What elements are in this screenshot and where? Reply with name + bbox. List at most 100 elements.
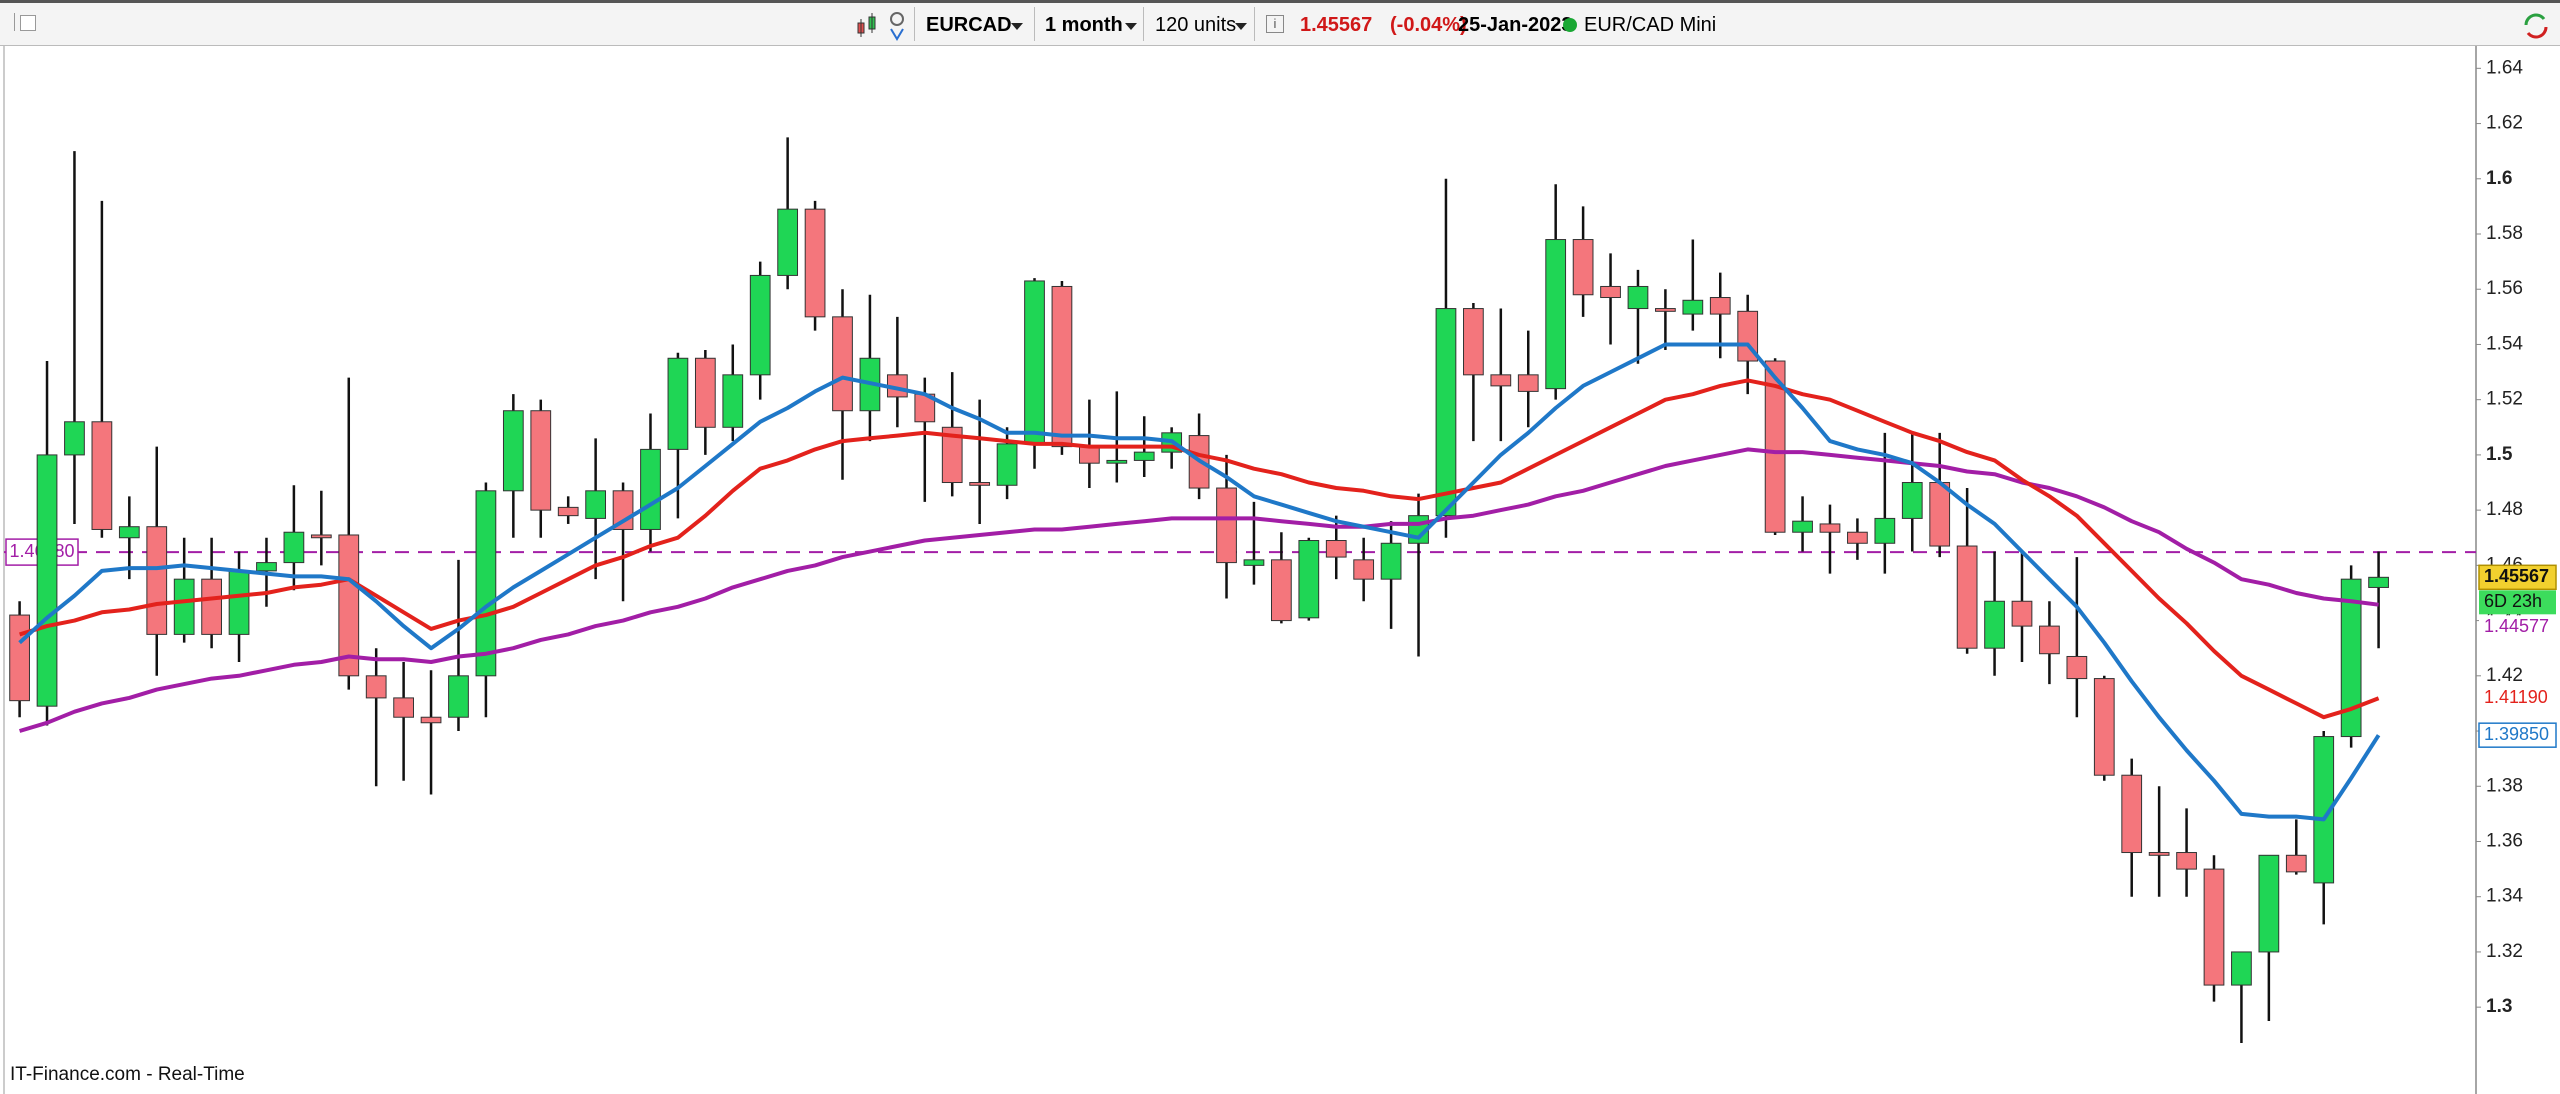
moving-average-line (19, 378, 2380, 720)
y-tick-label: 1.64 (2486, 57, 2523, 78)
candle-body (448, 675, 469, 718)
candle-body (420, 716, 442, 724)
y-tick-label: 1.62 (2486, 113, 2523, 134)
y-tick-label: 1.3 (2486, 996, 2512, 1017)
candle-body (1572, 239, 1594, 296)
chart-type-icons[interactable] (855, 9, 911, 43)
candle-body (64, 421, 85, 456)
symbol[interactable]: EURCAD (926, 14, 1012, 36)
candle-body (201, 578, 222, 635)
candle-body (1901, 482, 1923, 519)
period[interactable]: 1 month (1045, 14, 1123, 36)
date: 25-Jan-2023 (1458, 14, 1573, 36)
candle-body (1956, 545, 1978, 649)
dropdown-arrow[interactable] (1125, 23, 1137, 30)
countdown-box (2479, 590, 2556, 615)
candle-body (1764, 360, 1786, 533)
checkbox[interactable] (20, 15, 36, 31)
candle-body (1929, 482, 1951, 547)
candle-body (640, 448, 661, 530)
y-tick-label: 1.36 (2486, 831, 2523, 852)
candle-body (146, 526, 168, 635)
price-tag-box (2478, 564, 2557, 591)
price-tag-label: 1.39850 (2484, 724, 2549, 744)
dropdown-arrow[interactable] (1235, 23, 1247, 30)
candle-body (2231, 951, 2252, 986)
candle-body (996, 443, 1018, 486)
candle-body (91, 421, 113, 530)
candle-body (1024, 280, 1045, 445)
units[interactable]: 120 units (1155, 14, 1237, 36)
candle-body (749, 274, 771, 376)
footer: IT-Finance.com - Real-Time (10, 1064, 245, 1085)
price-tag-box (2479, 615, 2556, 640)
candle-body (1298, 540, 1320, 619)
instrument: EUR/CAD Mini (1584, 14, 1717, 36)
last-price: 1.45567 (1300, 14, 1373, 36)
candle-body (2313, 736, 2335, 884)
candle-body (1271, 559, 1292, 622)
candle-body (2285, 854, 2307, 873)
candle-body (475, 490, 497, 677)
candle-body (393, 697, 414, 718)
y-tick-label: 1.58 (2486, 223, 2523, 244)
candle-body (1792, 520, 1813, 533)
dropdown-arrow[interactable] (1011, 23, 1023, 30)
candle-body (2368, 576, 2389, 588)
candle-body (1380, 542, 1402, 580)
candle-body (118, 526, 140, 539)
price-tag-label: 1.44577 (2484, 616, 2549, 636)
toolbar: EURCAD 1 month 120 units i 1.45567 (-0.0… (0, 0, 2560, 46)
candle-body (2203, 868, 2225, 986)
candle-body (1490, 374, 1512, 387)
candle-body (173, 578, 195, 635)
price-tag-box (2478, 722, 2557, 748)
y-tick-label: 1.32 (2486, 941, 2523, 962)
countdown: 6D 23h (2484, 591, 2542, 611)
y-tick-label: 1.34 (2486, 886, 2523, 907)
price-tag-label: 1.41190 (2484, 687, 2548, 707)
candle-body (9, 614, 30, 702)
candle-body (777, 208, 799, 276)
candle-body (694, 357, 716, 428)
candle-body (722, 374, 744, 428)
candle-body (1216, 487, 1237, 564)
y-tick-label: 1.38 (2486, 775, 2523, 796)
y-tick-label: 1.52 (2486, 389, 2523, 410)
refresh-icon[interactable] (2518, 9, 2554, 43)
moving-average-line (19, 447, 2379, 733)
candle-body (1874, 517, 1896, 544)
candle-body (2066, 655, 2088, 680)
separator (1254, 7, 1255, 41)
y-tick-label: 1.42 (2486, 665, 2523, 686)
candle-body (256, 562, 277, 572)
separator (1143, 7, 1144, 41)
y-tick-label: 1.56 (2486, 278, 2523, 299)
y-tick-label: 1.54 (2486, 333, 2523, 354)
candle-body (832, 316, 853, 412)
candle-body (2121, 774, 2143, 854)
candle-body (969, 482, 991, 486)
candle-body (228, 570, 250, 635)
candle-body (1106, 459, 1128, 464)
candle-body (804, 208, 826, 318)
candle-body (1682, 299, 1704, 315)
chart: 1.31.321.341.361.381.41.421.441.461.481.… (3, 46, 2557, 1094)
candle-body (1517, 374, 1539, 392)
moving-average-line (18, 342, 2381, 822)
separator (914, 7, 915, 41)
candle-body (2093, 678, 2115, 776)
candle-body (338, 534, 360, 677)
candle-body (1709, 297, 1731, 315)
candle-body (502, 410, 524, 492)
candle-body (1600, 285, 1621, 299)
candle-body (365, 675, 387, 699)
candle-body (1078, 446, 1100, 464)
candle-body (1545, 239, 1567, 390)
price-change: (-0.04%) (1390, 14, 1467, 36)
candle-body (2176, 852, 2197, 870)
candle-body (530, 410, 552, 511)
price-tag-box (2479, 686, 2556, 711)
info-icon[interactable]: i (1266, 15, 1284, 33)
